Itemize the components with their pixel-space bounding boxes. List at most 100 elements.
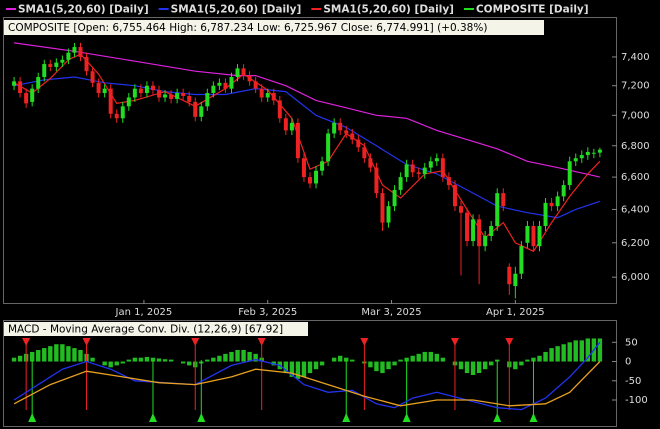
histogram-bar [331,357,337,362]
legend-label: SMA1(5,20,60) [Daily] [323,4,454,16]
y-tick-label: 50 [625,337,638,348]
histogram-bar [561,344,566,362]
candle-body [525,225,530,243]
histogram-bar [156,358,162,362]
y-tick-label: 6,600 [621,172,650,183]
histogram-bar [368,361,373,368]
candle-body [157,90,162,98]
candle-body [458,206,463,213]
sma-line [14,42,601,178]
histogram-bar [60,344,65,362]
histogram-bar [138,357,144,362]
candle-body [283,118,288,131]
candle-body [495,193,500,226]
candle-body [277,100,282,119]
candle-body [199,106,204,117]
candle-body [205,93,210,107]
candle-body [60,59,65,63]
macd-label: MACD - Moving Average Conv. Div. (12,26,… [8,324,283,336]
candle-body [72,47,77,53]
candle-body [181,93,186,96]
candle-body [428,161,433,168]
candle-body [247,75,252,82]
histogram-bar [597,338,603,362]
y-tick-label: 6,400 [621,204,650,215]
histogram-bar [90,357,95,362]
candle-body [126,97,131,107]
histogram-bar [350,359,355,362]
candle-body [320,161,325,171]
y-tick-label: 6,800 [621,141,650,152]
histogram-bar [307,361,313,374]
candle-body [150,85,155,91]
sell-signal [257,338,266,346]
histogram-bar [404,357,409,362]
y-tick-label: 7,200 [621,81,650,92]
candle-body [597,149,602,153]
buy-signal [28,413,37,422]
histogram-bar [573,340,578,362]
candle-body [416,172,421,174]
histogram-bar [168,359,174,362]
macd-line [13,341,601,411]
candle-body [30,88,35,102]
candle-body [169,94,174,99]
histogram-bar [549,348,554,362]
candle-body [217,82,222,86]
legend-label: SMA1(5,20,60) [Daily] [18,4,149,16]
histogram-bar [537,355,542,362]
candle-body [132,88,137,98]
candle-body [549,202,554,207]
candle-body [410,164,415,173]
histogram-bar [344,357,349,362]
candle-body [452,185,457,207]
candle-body [211,85,216,94]
histogram-bar [187,361,192,366]
histogram-bar [434,353,440,362]
candle-body [301,158,306,178]
candle-body [446,177,451,186]
histogram-bar [585,338,591,362]
histogram-bar [235,350,240,362]
candle-body [519,246,524,274]
candle-body [440,158,445,178]
y-tick-label: 6,200 [621,238,650,249]
sma-line [13,76,601,219]
candle-body [531,225,536,247]
histogram-bar [223,353,228,362]
candle-body [573,158,578,162]
candle-body [356,139,361,148]
candle-body [48,64,53,67]
histogram-bar [555,346,560,362]
candle-body [591,152,596,154]
candle-body [18,81,23,94]
y-tick-label: 0 [625,357,631,368]
candle-body [187,95,192,102]
buy-signal [197,413,206,422]
price-panel [3,17,617,304]
histogram-bar [380,361,385,374]
candle-body [471,219,476,242]
histogram-bar [241,350,246,362]
candle-body [163,94,168,98]
buy-signal [342,413,351,422]
histogram-bar [211,357,216,362]
histogram-bar [482,361,488,370]
histogram-bar [253,353,258,362]
candle-body [374,167,379,194]
sell-signal [22,338,31,346]
histogram-bar [386,361,391,370]
histogram-bar [410,355,415,362]
x-tick-label: Apr 1, 2025 [486,307,545,318]
candle-body [332,122,337,134]
candle-body [253,81,258,89]
candle-body [537,225,542,247]
histogram-bar [247,351,252,362]
histogram-bar [150,357,156,362]
candle-body [96,82,101,94]
histogram-bar [531,357,536,362]
candle-body [54,62,59,67]
histogram-bar [78,350,83,362]
candle-body [175,93,180,99]
candle-body [229,77,234,89]
